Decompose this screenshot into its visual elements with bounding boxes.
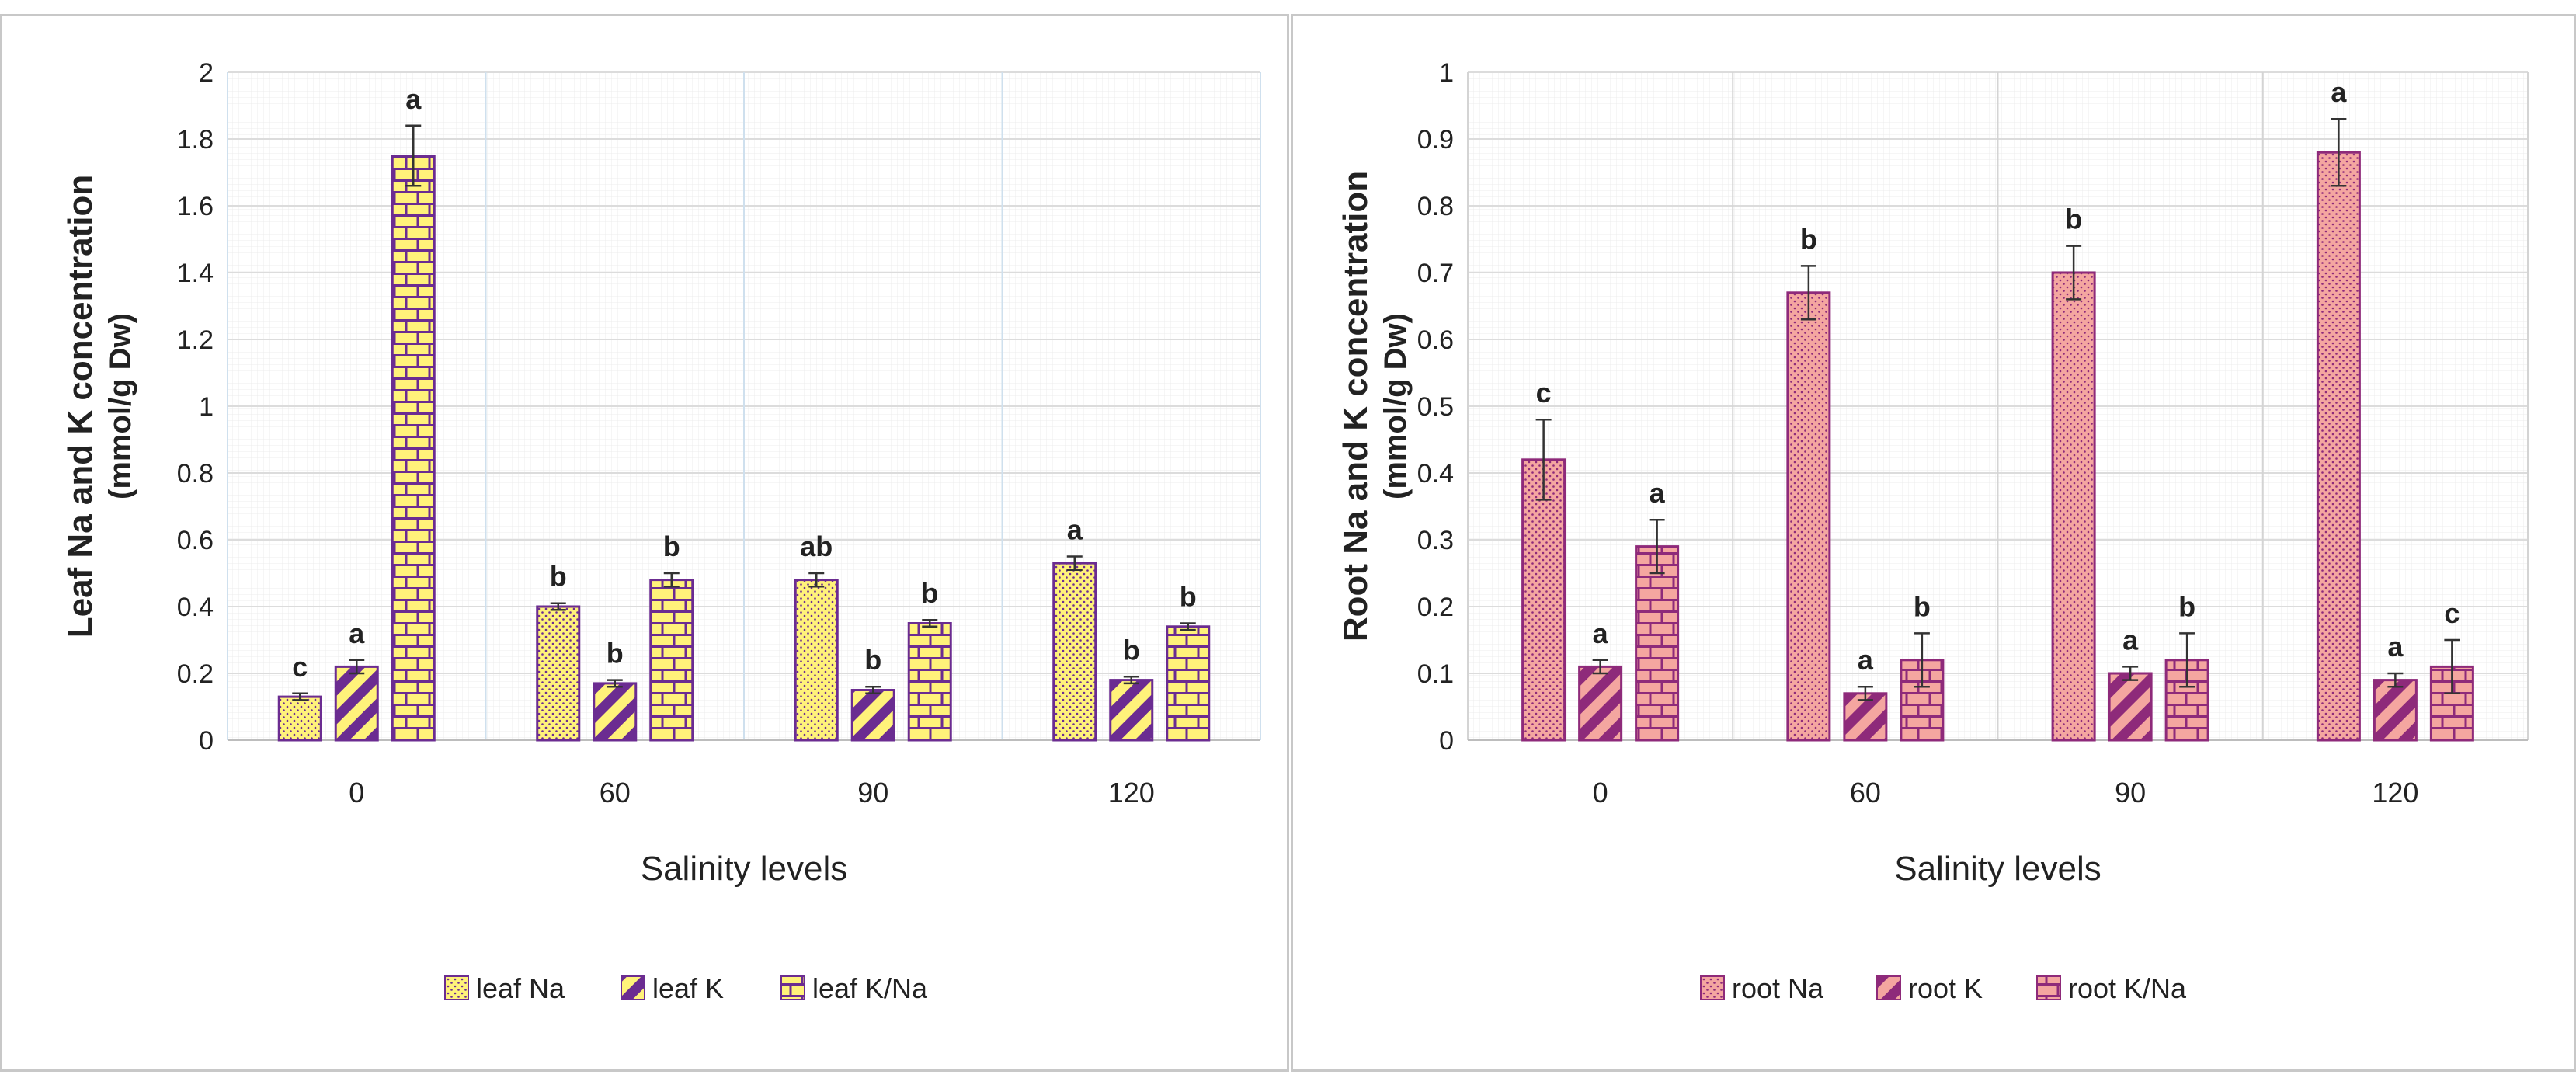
legend-label: root Na — [1732, 972, 1824, 1004]
y-axis-title: Root Na and K concentration — [1337, 171, 1375, 642]
legend-swatch — [2036, 975, 2061, 1000]
bar — [1635, 545, 1680, 742]
y-tick-label: 0.2 — [1417, 593, 1454, 622]
significance-letter: b — [864, 644, 881, 676]
x-axis-title: Salinity levels — [641, 850, 848, 888]
y-tick-label: 1.4 — [177, 259, 214, 288]
bar — [2108, 672, 2153, 742]
significance-letter: a — [1067, 514, 1083, 546]
y-tick-label: 0 — [199, 726, 214, 756]
significance-letter: b — [663, 530, 680, 562]
significance-letter: a — [1858, 644, 1874, 676]
x-tick-label: 120 — [1108, 777, 1155, 809]
bar — [850, 689, 895, 742]
y-axis-unit: (mmol/g Dw) — [1378, 313, 1413, 499]
y-axis-title: Leaf Na and K concentration — [61, 175, 99, 638]
significance-letter: a — [2387, 631, 2404, 662]
significance-letter: ab — [800, 530, 833, 562]
bar — [277, 695, 322, 742]
legend-label: root K — [1908, 972, 1983, 1004]
significance-letter: c — [1536, 377, 1552, 409]
y-tick-label: 1.8 — [177, 125, 214, 155]
x-axis-title: Salinity levels — [1894, 850, 2101, 888]
y-tick-label: 0.1 — [1417, 659, 1454, 689]
y-tick-label: 0 — [1439, 726, 1454, 756]
y-tick-label: 0.4 — [1417, 459, 1454, 489]
y-axis-unit: (mmol/g Dw) — [103, 313, 137, 499]
significance-letter: b — [1800, 223, 1817, 255]
y-tick-label: 1.6 — [177, 192, 214, 221]
legend-swatch — [621, 975, 645, 1000]
bar — [1109, 679, 1154, 742]
significance-letter: a — [405, 83, 422, 115]
y-tick-label: 1.2 — [177, 325, 214, 355]
legend-swatch — [1700, 975, 1725, 1000]
bar — [536, 605, 581, 742]
bar — [1166, 625, 1211, 742]
y-tick-label: 0.2 — [177, 659, 214, 689]
y-tick-label: 0.8 — [1417, 192, 1454, 221]
significance-letter: b — [550, 561, 567, 593]
y-tick-label: 2 — [199, 58, 214, 88]
significance-letter: b — [2065, 203, 2082, 235]
y-tick-label: 0.3 — [1417, 526, 1454, 555]
legend-label: root K/Na — [2068, 972, 2187, 1004]
y-tick-label: 1 — [1439, 58, 1454, 88]
bar — [907, 622, 952, 742]
legend-swatch — [780, 975, 805, 1000]
bar — [1052, 562, 1097, 742]
significance-letter: b — [1180, 581, 1197, 613]
significance-letter: b — [607, 638, 624, 669]
significance-letter: b — [1914, 590, 1931, 622]
x-tick-label: 0 — [349, 777, 364, 809]
y-tick-label: 0.5 — [1417, 392, 1454, 422]
significance-letter: a — [349, 617, 365, 649]
significance-letter: c — [2444, 597, 2460, 629]
y-tick-label: 0.9 — [1417, 125, 1454, 155]
bar — [391, 155, 436, 742]
x-tick-label: 90 — [857, 777, 888, 809]
bar — [2051, 271, 2096, 742]
bar — [593, 682, 638, 742]
significance-letter: b — [1123, 634, 1140, 666]
x-tick-label: 0 — [1593, 777, 1608, 809]
bar — [794, 579, 839, 742]
x-tick-label: 120 — [2372, 777, 2418, 809]
bar — [1578, 665, 1623, 742]
significance-letter: a — [2122, 624, 2139, 656]
bar — [1521, 458, 1566, 742]
legend-swatch — [1876, 975, 1901, 1000]
root-chart: 0 0.1 0.2 0.3 0.4 0.5 0.6 0.7 0.8 0.9 1 c b b a a a a a a b b… — [1337, 58, 2529, 1004]
root-chart-panel: 0 0.1 0.2 0.3 0.4 0.5 0.6 0.7 0.8 0.9 1 c b b a a a a a a b b… — [1291, 14, 2576, 1072]
y-tick-label: 0.6 — [1417, 325, 1454, 355]
legend-label: leaf Na — [476, 972, 565, 1004]
bar — [2316, 151, 2361, 742]
legend-label: leaf K/Na — [812, 972, 928, 1004]
bar — [334, 665, 379, 742]
significance-letter: a — [2331, 76, 2347, 108]
y-tick-label: 0.4 — [177, 593, 214, 622]
y-tick-label: 0.7 — [1417, 259, 1454, 288]
x-tick-label: 60 — [600, 777, 631, 809]
significance-letter: a — [1650, 477, 1666, 509]
significance-letter: c — [292, 651, 308, 683]
y-tick-label: 0.8 — [177, 459, 214, 489]
leaf-chart-panel: 0 0.2 0.4 0.6 0.8 1 1.2 1.4 1.6 1.8 2 c b ab a a b b b a b b b… — [0, 14, 1289, 1072]
significance-letter: b — [921, 577, 938, 609]
bar — [649, 579, 694, 742]
y-tick-label: 0.6 — [177, 526, 214, 555]
x-tick-label: 90 — [2115, 777, 2146, 809]
bar — [1786, 291, 1831, 742]
x-tick-label: 60 — [1850, 777, 1881, 809]
significance-letter: b — [2178, 590, 2195, 622]
y-tick-label: 1 — [199, 392, 214, 422]
legend-label: leaf K — [652, 972, 724, 1004]
bar — [2373, 679, 2418, 742]
significance-letter: a — [1593, 617, 1609, 649]
legend-swatch — [444, 975, 469, 1000]
